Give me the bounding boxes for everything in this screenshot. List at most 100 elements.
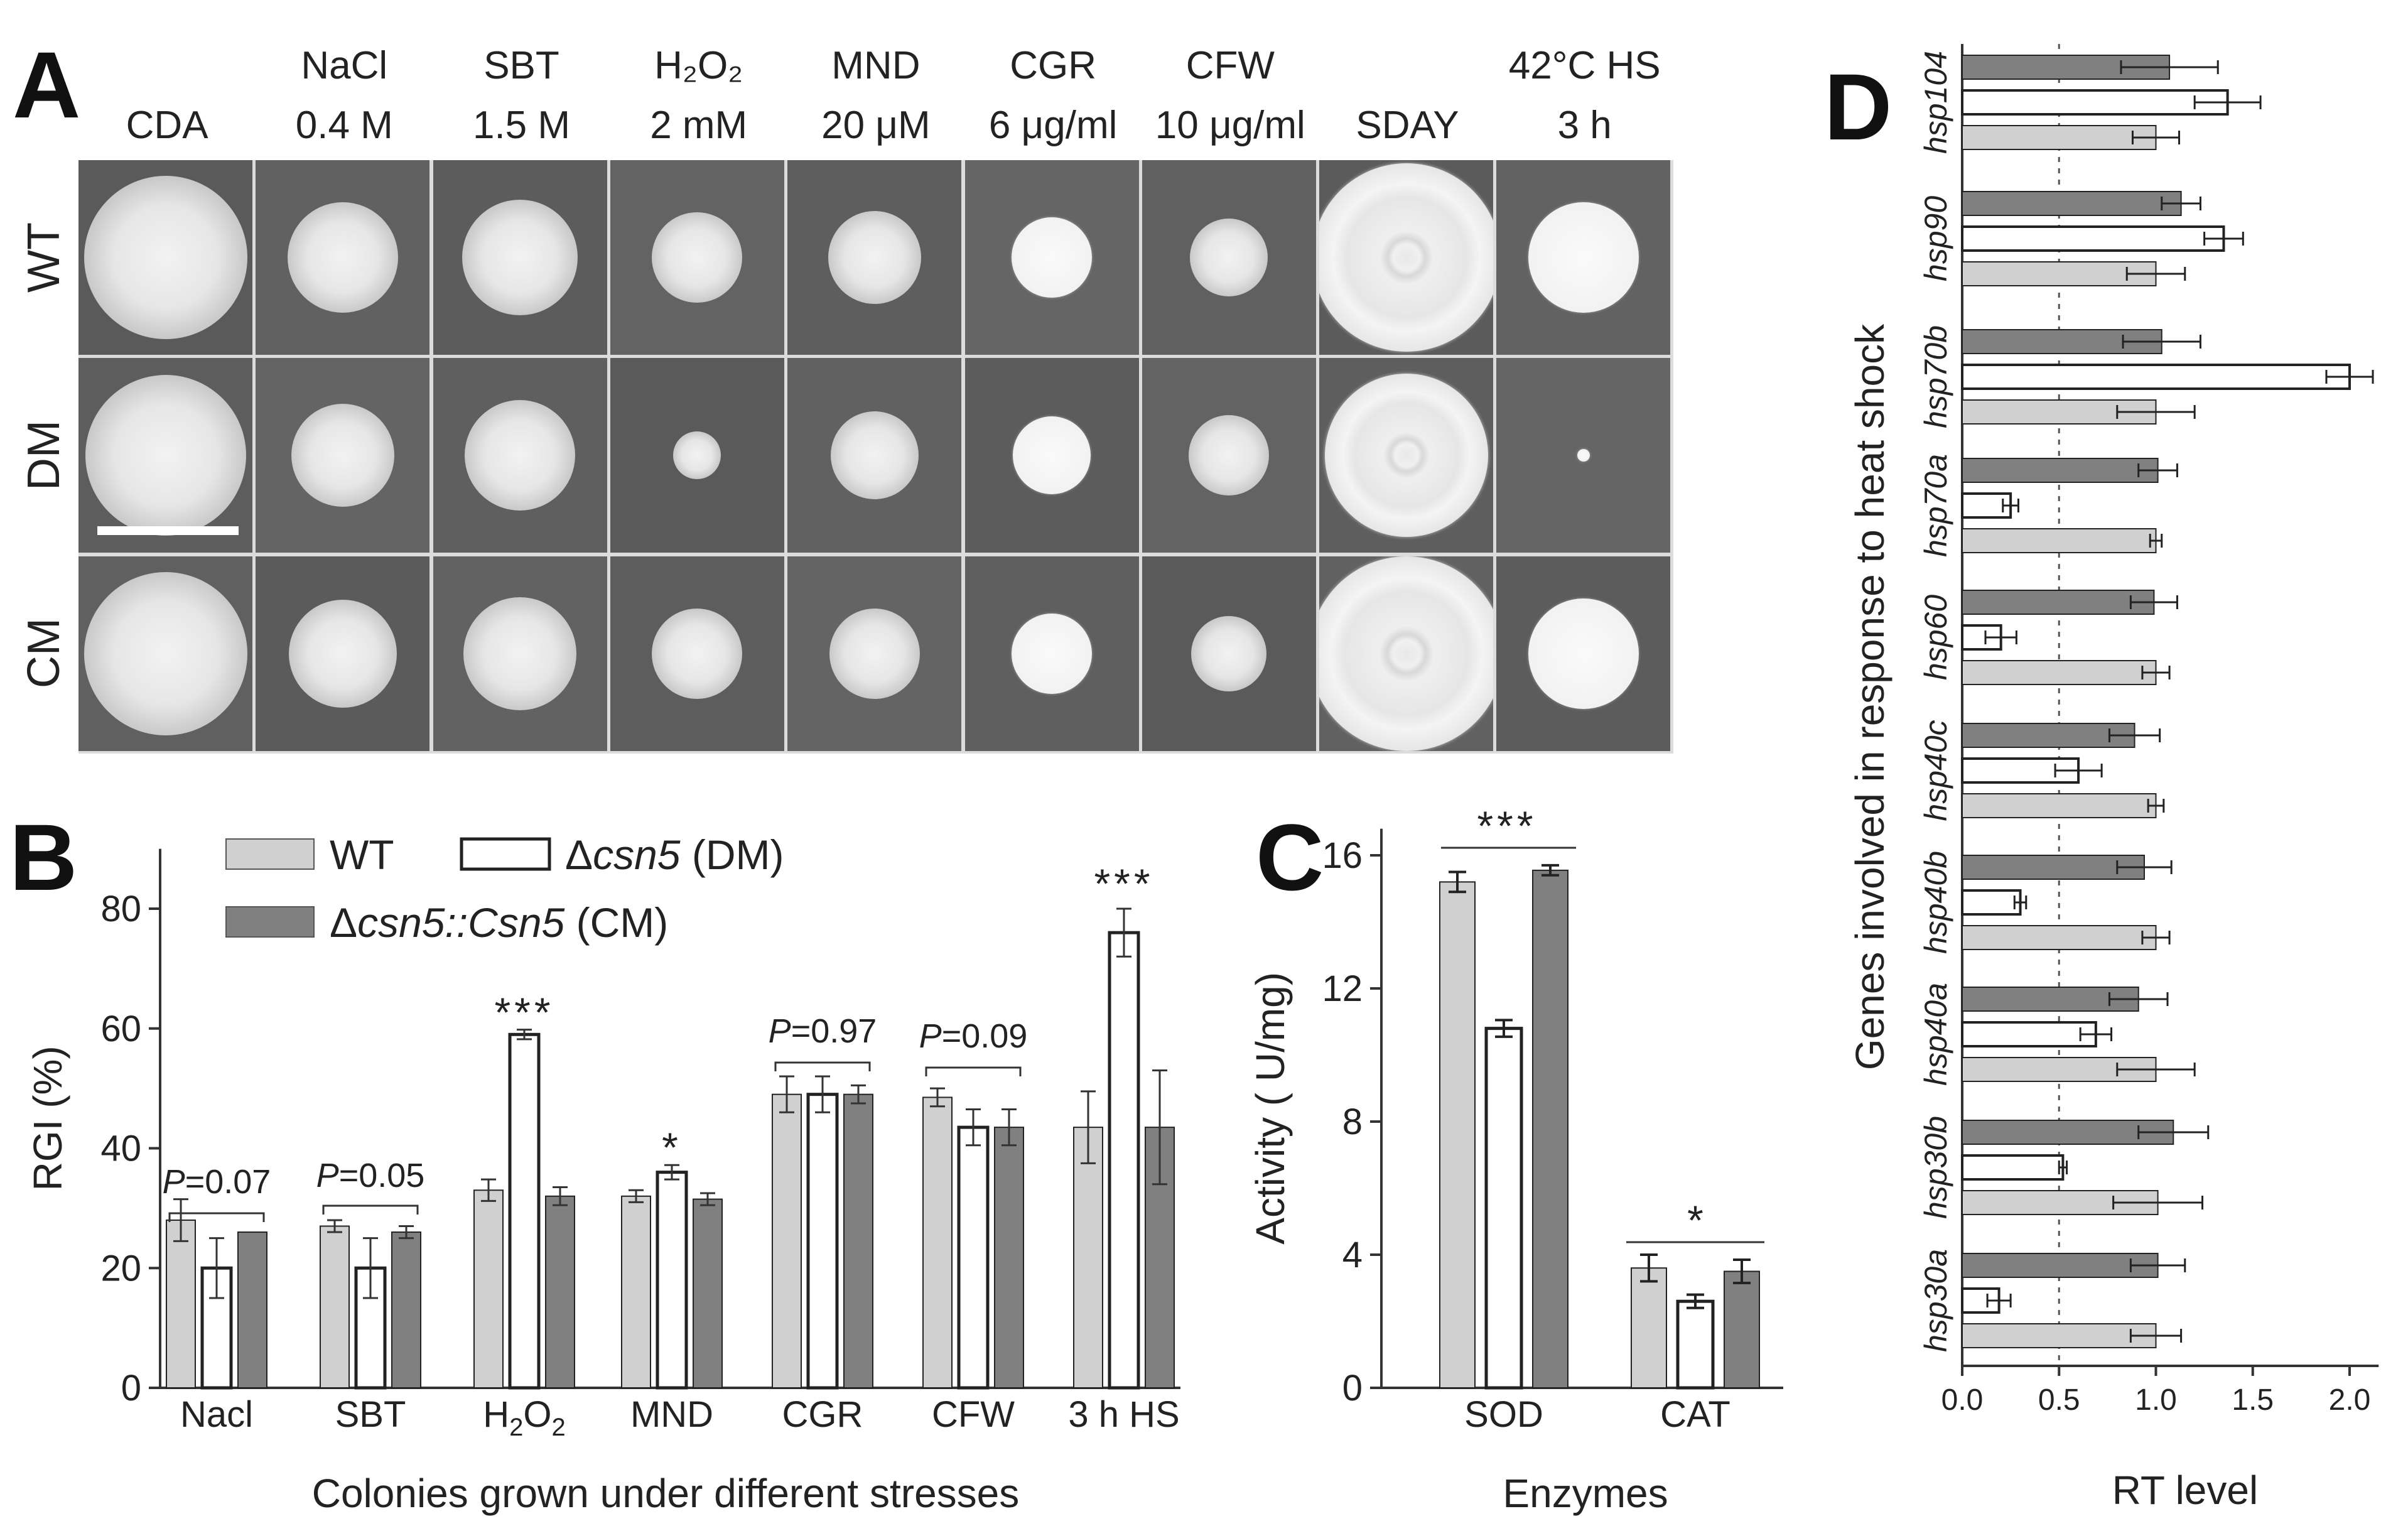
bar xyxy=(1961,364,2351,390)
column-header-line2: SDAY xyxy=(1356,104,1459,147)
bar xyxy=(1961,1021,2097,1047)
column-header-line2: 6 μg/ml xyxy=(988,104,1118,147)
bar xyxy=(1962,660,2157,685)
x-tick-label: SOD xyxy=(1464,1394,1543,1435)
x-tick-label: CFW xyxy=(932,1394,1015,1435)
colony xyxy=(1013,416,1091,495)
colony xyxy=(652,212,743,303)
legend-swatch-dm xyxy=(460,837,551,871)
bar xyxy=(693,1198,723,1388)
plate-wt-2 xyxy=(433,160,607,355)
bar xyxy=(922,1096,953,1389)
y-tick-label: 0 xyxy=(121,1368,141,1409)
bar xyxy=(391,1231,421,1389)
bar xyxy=(166,1219,196,1388)
plate-wt-5 xyxy=(964,160,1139,355)
x-axis-label: RT level xyxy=(2112,1468,2258,1513)
colony xyxy=(652,608,743,699)
gene-label: hsp90 xyxy=(1918,196,1953,281)
plate-wt-7 xyxy=(1319,160,1494,355)
column-header-line2: 3 h xyxy=(1557,104,1612,147)
chart-d-rt-level: 0.0 0.5 1.0 1.5 2.0 RT level Genes involved in… xyxy=(1847,44,2379,1513)
colony xyxy=(291,404,394,507)
row-label-cm: CM xyxy=(19,618,69,688)
bar xyxy=(1962,925,2157,950)
plate-dm-0 xyxy=(78,358,252,553)
x-tick-label: 1.5 xyxy=(2232,1383,2274,1417)
colony xyxy=(1319,556,1494,751)
colony xyxy=(829,608,920,699)
colony xyxy=(828,211,921,304)
significance-stars: *** xyxy=(494,989,554,1036)
y-tick-label: 20 xyxy=(100,1248,141,1289)
x-tick-label: SBT xyxy=(335,1394,406,1435)
bar xyxy=(1962,528,2157,553)
bar xyxy=(545,1195,575,1388)
bar xyxy=(1962,590,2155,615)
gene-label: hsp30a xyxy=(1918,1249,1953,1352)
plate-cm-0 xyxy=(78,556,252,751)
bar xyxy=(320,1225,350,1388)
x-tick-label: CGR xyxy=(782,1394,863,1435)
column-header-line1: CGR xyxy=(1010,44,1096,87)
bar xyxy=(656,1171,688,1390)
plate-dm-4 xyxy=(787,358,962,553)
plate-wt-0 xyxy=(78,160,252,355)
x-tick-label: CAT xyxy=(1660,1394,1730,1435)
colony xyxy=(673,431,721,480)
x-tick-label: MND xyxy=(630,1394,713,1435)
bar xyxy=(1962,458,2159,483)
colony xyxy=(465,400,576,511)
significance-stars: * xyxy=(662,1124,682,1171)
plate-wt-8 xyxy=(1496,160,1671,355)
row-label-wt: WT xyxy=(19,222,69,293)
colony xyxy=(1189,415,1270,496)
bar xyxy=(1108,931,1140,1390)
y-tick-label: 8 xyxy=(1342,1101,1363,1142)
plate-cm-7 xyxy=(1319,556,1494,751)
significance-bracket xyxy=(168,1212,265,1222)
x-tick-label: 2.0 xyxy=(2329,1383,2371,1417)
gene-label: hsp70b xyxy=(1918,325,1953,428)
panel-a-label: A xyxy=(13,32,81,138)
bar xyxy=(1961,889,2022,916)
plate-dm-5 xyxy=(964,358,1139,553)
x-tick-label: 1.0 xyxy=(2135,1383,2177,1417)
p-value-label: P=0.09 xyxy=(919,1017,1028,1055)
y-tick-label: 60 xyxy=(100,1009,141,1049)
significance-stars: *** xyxy=(1477,803,1536,849)
plate-wt-1 xyxy=(256,160,430,355)
bar xyxy=(1724,1270,1760,1388)
bar xyxy=(1073,1127,1103,1389)
bar xyxy=(843,1093,873,1388)
x-tick-label: 0.5 xyxy=(2038,1383,2080,1417)
bar xyxy=(1961,1154,2065,1181)
bar xyxy=(621,1195,651,1388)
panel-c-label: C xyxy=(1256,804,1324,910)
gene-label: hsp40a xyxy=(1918,983,1953,1086)
legend-label-cm: Δcsn5::Csn5 (CM) xyxy=(330,899,668,946)
plate-dm-3 xyxy=(610,358,784,553)
column-header-line1: NaCl xyxy=(301,44,388,87)
colony xyxy=(84,176,247,339)
colony-plate-grid xyxy=(78,160,1673,754)
bar xyxy=(1962,855,2145,880)
column-header-line2: 20 μM xyxy=(821,104,931,147)
y-tick-label: 4 xyxy=(1342,1235,1363,1275)
bar xyxy=(994,1127,1024,1389)
bar xyxy=(1961,89,2229,116)
plate-dm-7 xyxy=(1319,358,1494,553)
legend-label-wt: WT xyxy=(330,831,394,878)
plate-dm-2 xyxy=(433,358,607,553)
bar xyxy=(1484,1027,1523,1390)
row-label-dm: DM xyxy=(19,420,69,490)
bar xyxy=(1962,793,2157,818)
plate-cm-5 xyxy=(964,556,1139,751)
p-value-label: P=0.97 xyxy=(769,1012,877,1050)
colony xyxy=(1577,449,1590,462)
column-header-line1: MND xyxy=(831,44,921,87)
column-header-line1: SBT xyxy=(483,44,559,87)
plate-dm-1 xyxy=(256,358,430,553)
x-axis-label: Colonies grown under different stresses xyxy=(312,1471,1020,1516)
